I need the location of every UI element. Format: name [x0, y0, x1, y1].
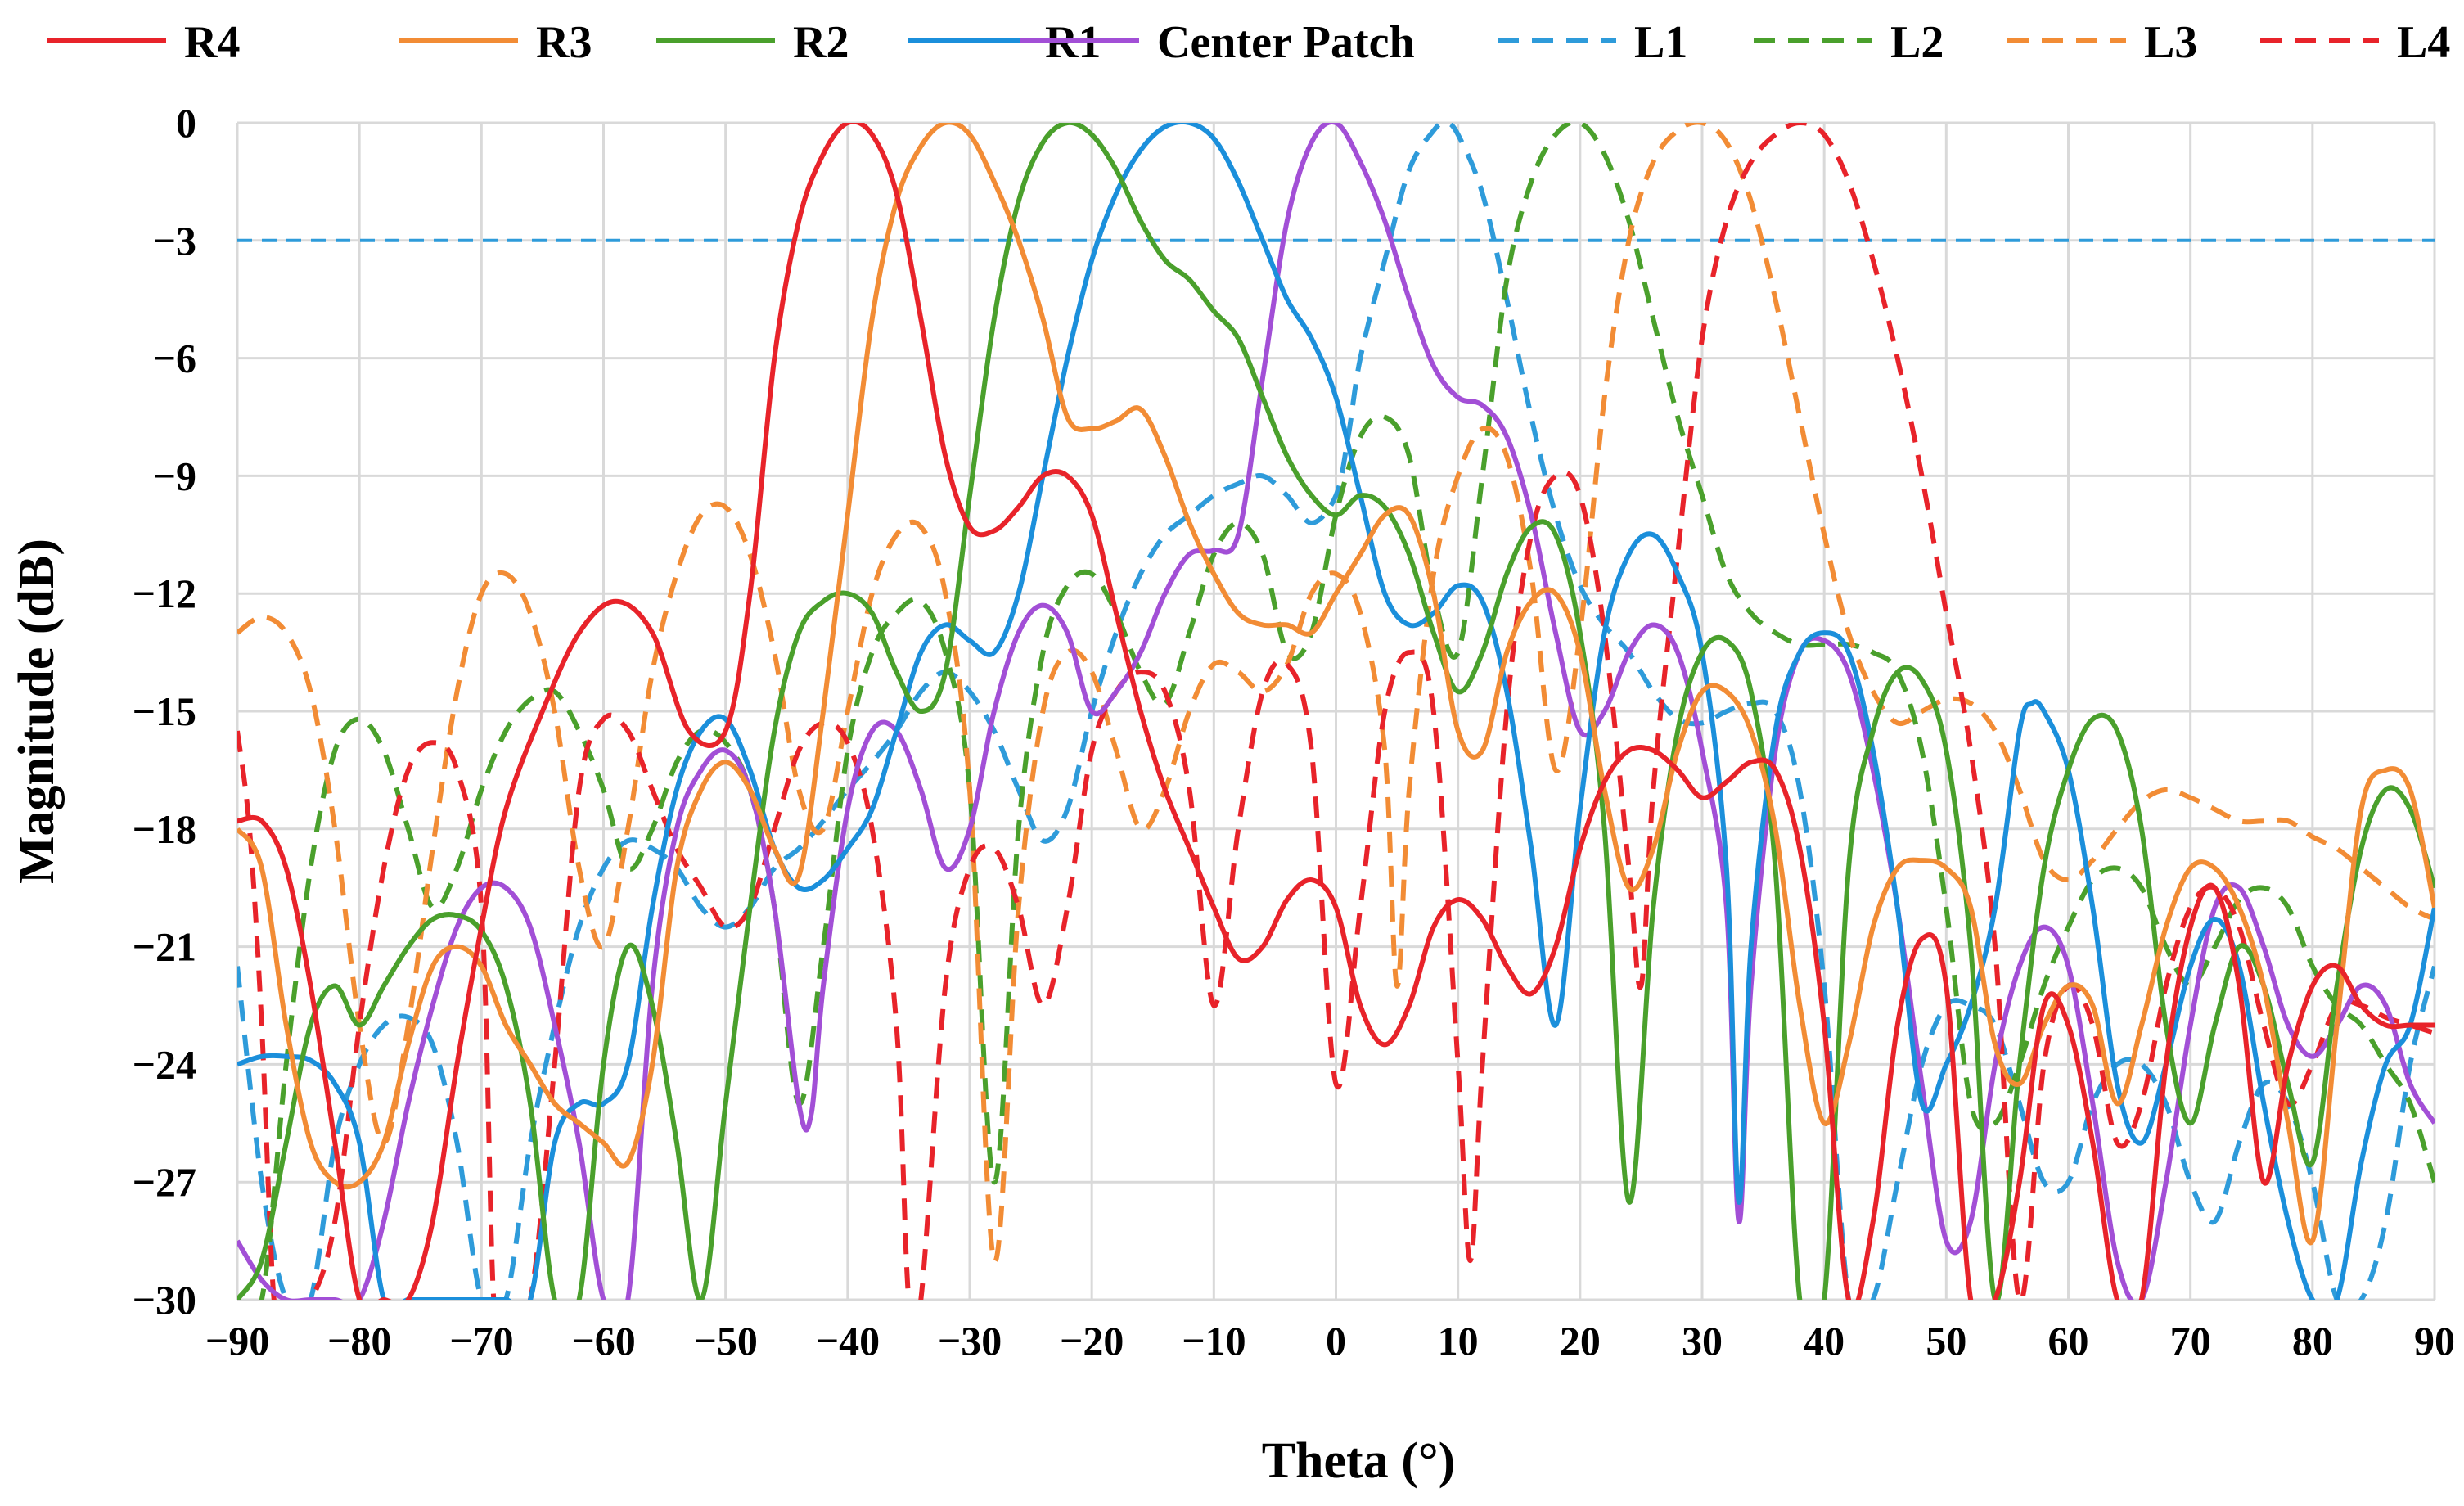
x-tick-label: −20 — [1060, 1318, 1124, 1364]
x-tick-label: 30 — [1682, 1318, 1723, 1364]
x-tick-label: −40 — [816, 1318, 881, 1364]
series-line-r4 — [237, 123, 2435, 1300]
x-tick-labels: −90 −80 −70 −60 −50 −40 −30 −20 −10 0 10 20 30 40 50 60… — [205, 1318, 2455, 1364]
y-tick-label: −18 — [133, 806, 197, 852]
series-line-l2 — [237, 123, 2435, 1300]
x-tick-label: 20 — [1560, 1318, 1601, 1364]
x-axis-title: Theta (°) — [1262, 1433, 1456, 1489]
y-tick-label: −21 — [133, 924, 197, 970]
x-tick-label: 90 — [2414, 1318, 2455, 1364]
x-tick-label: 70 — [2170, 1318, 2211, 1364]
x-tick-label: 10 — [1438, 1318, 1479, 1364]
series-group — [237, 123, 2435, 1300]
x-tick-label: −30 — [938, 1318, 1002, 1364]
y-tick-label: −6 — [153, 336, 197, 381]
x-tick-label: 0 — [1326, 1318, 1346, 1364]
series-line-r2 — [237, 123, 2435, 1300]
x-tick-label: −70 — [449, 1318, 514, 1364]
x-tick-label: −80 — [327, 1318, 392, 1364]
y-axis-title: Magnitude (dB) — [9, 539, 65, 884]
y-tick-label: −30 — [133, 1277, 197, 1323]
x-tick-label: −90 — [205, 1318, 270, 1364]
series-line-l3 — [237, 123, 2435, 1265]
legend-label: L4 — [2397, 17, 2450, 68]
x-tick-label: −10 — [1182, 1318, 1246, 1364]
series-line-center-patch — [237, 123, 2435, 1300]
y-tick-label: −12 — [133, 570, 197, 616]
y-tick-label: 0 — [176, 100, 196, 146]
y-tick-label: −9 — [153, 453, 197, 498]
x-tick-label: 80 — [2292, 1318, 2333, 1364]
x-tick-label: −60 — [571, 1318, 636, 1364]
legend-label: R4 — [184, 17, 240, 68]
y-tick-labels: 0 −3 −6 −9 −12 −15 −18 −21 −24 −27 −30 — [133, 100, 197, 1323]
x-tick-label: 40 — [1804, 1318, 1845, 1364]
legend-label: R3 — [536, 17, 592, 68]
y-tick-label: −27 — [133, 1159, 197, 1205]
legend-label: L2 — [1890, 17, 1944, 68]
series-line-r3 — [237, 123, 2435, 1246]
x-tick-label: 50 — [1926, 1318, 1966, 1364]
grid — [236, 121, 2436, 1301]
y-tick-label: −24 — [133, 1041, 197, 1087]
legend-label: R2 — [793, 17, 849, 68]
legend-label: L1 — [1634, 17, 1687, 68]
y-tick-label: −15 — [133, 688, 197, 734]
legend-label: Center Patch — [1157, 17, 1415, 68]
series-line-r1 — [237, 123, 2435, 1300]
x-tick-label: 60 — [2048, 1318, 2089, 1364]
legend: R4 R3 R2 R1 Center Patch L1 L2 L3 L4 — [47, 17, 2450, 68]
legend-label: L3 — [2144, 17, 2197, 68]
y-tick-label: −3 — [153, 218, 197, 264]
x-tick-label: −50 — [693, 1318, 758, 1364]
